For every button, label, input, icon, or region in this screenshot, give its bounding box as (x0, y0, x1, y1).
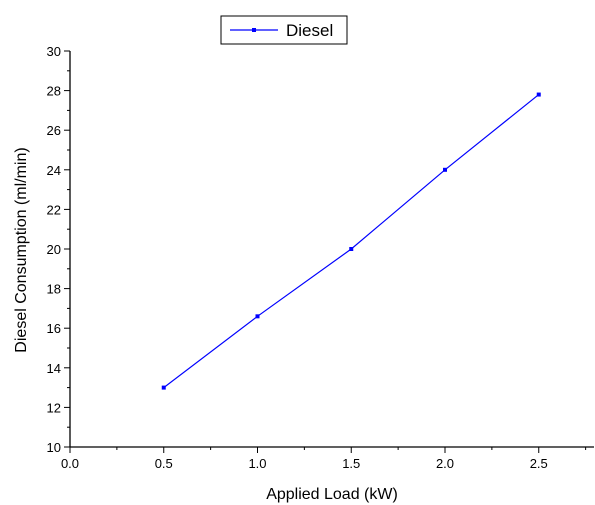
legend-marker (252, 28, 256, 32)
x-tick-label-4: 2.0 (436, 456, 454, 471)
data-point-0-3 (443, 167, 447, 172)
y-tick-label-4: 18 (47, 282, 61, 297)
data-point-0-2 (349, 247, 354, 251)
legend-label-diesel: Diesel (286, 21, 333, 40)
y-tick-labels: 10 12 14 16 18 20 22 24 26 28 30 (47, 44, 61, 455)
series-line-0 (163, 94, 540, 389)
x-tick-label-2: 1.0 (248, 456, 266, 471)
x-axis-title: Applied Load (kW) (266, 486, 398, 503)
y-tick-label-2: 14 (47, 361, 61, 376)
y-tick-label-5: 20 (47, 242, 61, 257)
y-tick-label-0: 10 (47, 440, 61, 455)
x-tick-label-5: 2.5 (530, 456, 548, 471)
y-tick-label-1: 12 (47, 400, 61, 415)
y-tick-label-3: 16 (47, 321, 61, 336)
data-point-0-1 (255, 314, 260, 319)
legend: Diesel (220, 15, 348, 45)
y-tick-label-7: 24 (47, 163, 61, 178)
series-layer (161, 92, 541, 390)
y-tick-label-9: 28 (47, 84, 61, 99)
x-tick-label-3: 1.5 (342, 456, 360, 471)
x-tick-label-1: 0.5 (155, 456, 173, 471)
y-tick-label-8: 26 (47, 123, 61, 138)
x-tick-label-0: 0.0 (61, 456, 79, 471)
data-point-0-0 (161, 385, 166, 390)
y-tick-label-10: 30 (47, 44, 61, 59)
axes (69, 51, 594, 448)
tick-marks (64, 50, 587, 453)
y-axis-title: Diesel Consumption (ml/min) (13, 147, 30, 352)
data-point-0-4 (536, 92, 541, 97)
x-tick-labels: 0.0 0.5 1.0 1.5 2.0 2.5 (61, 456, 548, 471)
y-tick-label-6: 22 (47, 202, 61, 217)
